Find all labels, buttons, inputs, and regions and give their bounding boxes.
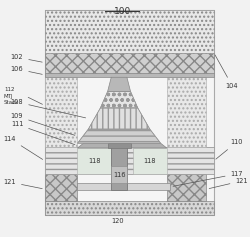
Text: 109: 109 bbox=[11, 113, 75, 135]
Bar bbox=[45, 147, 214, 174]
Text: 121: 121 bbox=[209, 178, 248, 189]
Text: 100: 100 bbox=[114, 7, 131, 16]
Text: 102: 102 bbox=[11, 54, 42, 62]
Polygon shape bbox=[100, 91, 138, 108]
Text: 104: 104 bbox=[215, 55, 238, 88]
Text: 111: 111 bbox=[11, 121, 75, 145]
Bar bbox=[78, 148, 111, 174]
Text: 120: 120 bbox=[111, 218, 124, 224]
Bar bbox=[45, 10, 214, 53]
Bar bbox=[111, 147, 127, 190]
Polygon shape bbox=[88, 108, 150, 129]
Bar bbox=[133, 148, 167, 174]
Bar bbox=[45, 73, 214, 77]
Polygon shape bbox=[108, 77, 130, 91]
Bar bbox=[45, 201, 214, 215]
Bar bbox=[45, 53, 214, 73]
Text: 116: 116 bbox=[113, 172, 125, 178]
Text: 114: 114 bbox=[4, 136, 42, 160]
Bar bbox=[45, 77, 78, 147]
Text: 118: 118 bbox=[88, 158, 101, 164]
Bar bbox=[167, 77, 206, 147]
Text: 118: 118 bbox=[144, 158, 156, 164]
Bar bbox=[78, 183, 170, 190]
Text: 117: 117 bbox=[173, 171, 243, 186]
Polygon shape bbox=[78, 129, 161, 143]
Bar bbox=[108, 143, 130, 148]
Bar bbox=[111, 166, 127, 183]
Text: 112
MTJ
Stack: 112 MTJ Stack bbox=[4, 87, 19, 105]
Text: 110: 110 bbox=[216, 139, 243, 159]
Text: 121: 121 bbox=[4, 179, 42, 189]
Bar bbox=[167, 174, 206, 201]
Bar bbox=[45, 174, 78, 201]
Text: 106: 106 bbox=[11, 66, 42, 74]
Bar bbox=[45, 10, 214, 215]
Polygon shape bbox=[78, 143, 167, 148]
Text: 108: 108 bbox=[11, 99, 86, 118]
